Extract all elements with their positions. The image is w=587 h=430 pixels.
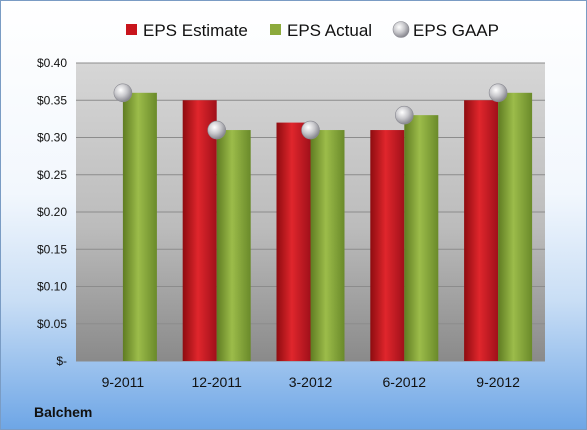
marker-eps-gaap <box>207 120 226 140</box>
y-tick-label: $0.40 <box>37 56 67 70</box>
bar-eps-estimate <box>464 100 499 361</box>
bar-eps-estimate <box>276 122 311 361</box>
y-tick-label: $- <box>56 354 67 368</box>
x-tick-label: 9-2011 <box>102 374 145 390</box>
y-tick-label: $0.05 <box>37 317 67 331</box>
x-tick-label: 6-2012 <box>383 374 427 390</box>
y-tick-label: $0.30 <box>37 131 67 145</box>
legend-label: EPS Estimate <box>143 21 248 40</box>
legend-swatch <box>270 24 281 35</box>
marker-eps-gaap <box>301 120 320 140</box>
marker-eps-gaap <box>488 83 508 103</box>
y-tick-label: $0.10 <box>37 280 67 294</box>
legend-swatch <box>126 24 137 35</box>
company-name: Balchem <box>34 404 93 420</box>
legend-swatch <box>392 21 410 38</box>
marker-eps-gaap <box>394 105 414 125</box>
bar-eps-estimate <box>370 130 405 361</box>
x-tick-label: 9-2012 <box>476 374 520 390</box>
y-tick-label: $0.35 <box>37 93 67 107</box>
bar-eps-actual <box>216 130 251 361</box>
y-tick-label: $0.20 <box>37 205 67 219</box>
x-tick-label: 3-2012 <box>289 374 333 390</box>
legend-label: EPS GAAP <box>413 21 499 40</box>
bar-eps-actual <box>404 115 439 362</box>
bar-eps-actual <box>122 92 157 362</box>
y-tick-label: $0.25 <box>37 168 67 182</box>
bar-eps-estimate <box>182 100 217 361</box>
x-tick-label: 12-2011 <box>192 374 243 390</box>
marker-eps-gaap <box>113 83 133 103</box>
legend-label: EPS Actual <box>287 21 372 40</box>
y-tick-label: $0.15 <box>37 242 67 256</box>
bar-eps-actual <box>310 130 345 361</box>
bar-eps-actual <box>498 92 533 362</box>
